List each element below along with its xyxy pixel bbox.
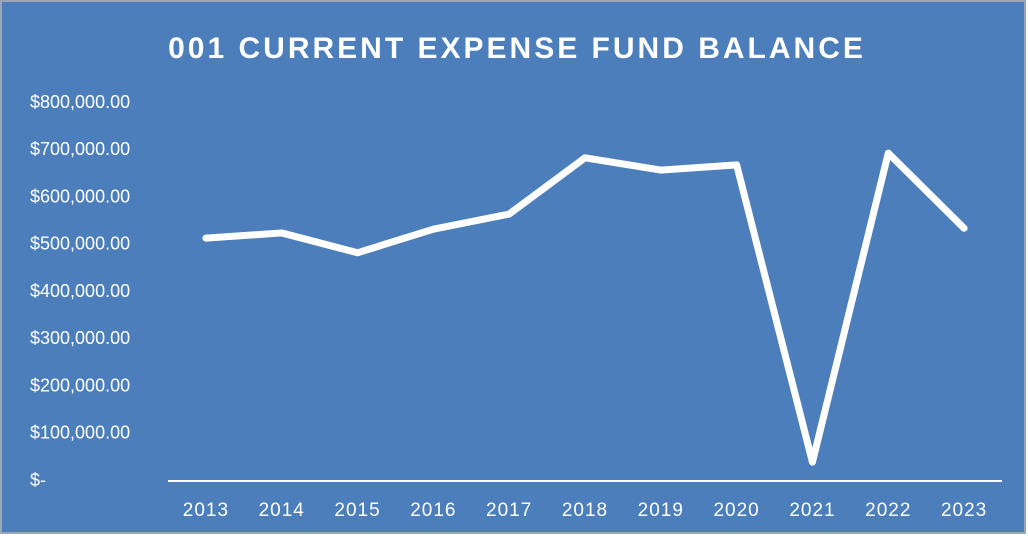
x-tick-label: 2021	[789, 500, 835, 521]
y-tick-label: $800,000.00	[30, 92, 130, 112]
y-tick-label: $100,000.00	[30, 423, 130, 443]
y-tick-label: $600,000.00	[30, 186, 130, 206]
y-tick-label: $400,000.00	[30, 281, 130, 301]
y-tick-label: $-	[30, 470, 46, 490]
line-series	[202, 149, 968, 466]
y-tick-label: $500,000.00	[30, 234, 130, 254]
x-tick-label: 2017	[486, 500, 532, 521]
y-tick-label: $200,000.00	[30, 375, 130, 395]
x-tick-label: 2018	[562, 500, 608, 521]
y-tick-label: $700,000.00	[30, 139, 130, 159]
x-tick-label: 2023	[941, 500, 987, 521]
x-tick-label: 2014	[259, 500, 305, 521]
x-tick-label: 2019	[638, 500, 684, 521]
y-tick-label: $300,000.00	[30, 328, 130, 348]
x-tick-label: 2022	[865, 500, 911, 521]
x-tick-label: 2013	[183, 500, 229, 521]
chart-title: 001 CURRENT EXPENSE FUND BALANCE	[168, 32, 866, 65]
x-tick-label: 2016	[410, 500, 456, 521]
x-tick-label: 2020	[713, 500, 759, 521]
x-tick-label: 2015	[334, 500, 380, 521]
